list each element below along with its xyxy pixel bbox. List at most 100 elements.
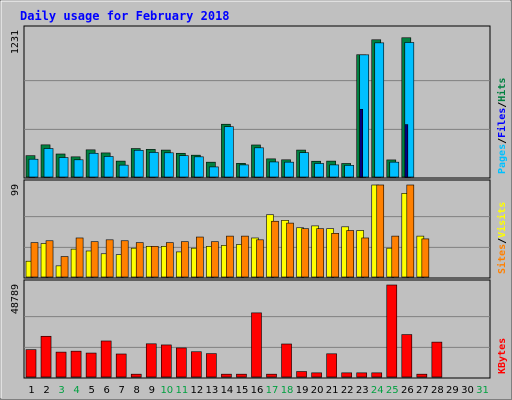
bar-sites <box>361 237 370 278</box>
x-tick-label: 27 <box>416 385 429 396</box>
bar-kbytes <box>266 373 277 378</box>
bar-kbytes <box>145 343 157 378</box>
bar-sites <box>150 246 159 278</box>
bar-sites <box>346 230 354 278</box>
legend-entry: / <box>497 238 508 244</box>
bar-files <box>299 152 309 178</box>
legend-middle: Sites/Visits <box>496 202 508 274</box>
bar-files <box>344 165 354 178</box>
bar-kbytes <box>160 344 172 378</box>
x-tick-label: 3 <box>58 385 64 396</box>
x-tick-label: 13 <box>206 385 219 396</box>
legend-entry: KBytes <box>497 338 508 374</box>
bar-kbytes <box>115 353 127 378</box>
chart-title: Daily usage for February 2018 <box>20 9 230 23</box>
bar-kbytes <box>296 371 307 378</box>
legend-top: Pages/Files/Hits <box>496 78 508 174</box>
x-tick-label: 21 <box>326 385 339 396</box>
bar-files <box>284 161 294 178</box>
bar-files <box>88 152 99 178</box>
bar-sites <box>286 222 294 278</box>
bar-files <box>389 161 400 178</box>
bar-sites <box>135 242 144 278</box>
x-tick-label: 12 <box>191 385 204 396</box>
bar-sites <box>256 239 264 278</box>
bar-files <box>404 42 415 178</box>
bar-kbytes <box>326 353 337 378</box>
bar-sites <box>406 184 415 278</box>
x-tick-label: 7 <box>119 385 125 396</box>
bar-kbytes <box>176 347 187 378</box>
x-tick-label: 15 <box>236 385 249 396</box>
x-tick-label: 25 <box>386 385 399 396</box>
bar-pages <box>359 108 364 178</box>
bar-sites <box>90 241 99 278</box>
bar-kbytes <box>431 341 443 378</box>
svg-text:Sites/Visits: Sites/Visits <box>496 202 508 274</box>
bar-kbytes <box>55 351 67 378</box>
y-max-label-middle: 99 <box>10 184 21 196</box>
bar-kbytes <box>236 373 247 378</box>
bar-sites <box>331 233 339 278</box>
bar-files <box>224 126 234 178</box>
bar-files <box>329 164 339 178</box>
legend-entry: / <box>497 138 508 144</box>
bar-sites <box>60 256 69 278</box>
bar-sites <box>75 237 84 278</box>
bar-kbytes <box>206 353 217 378</box>
bar-kbytes <box>85 352 97 378</box>
bar-kbytes <box>40 335 52 378</box>
bar-sites <box>421 238 430 278</box>
bar-kbytes <box>70 350 82 378</box>
x-tick-label: 22 <box>341 385 354 396</box>
bar-files <box>194 156 204 178</box>
x-tick-label: 8 <box>134 385 140 396</box>
bar-kbytes <box>130 373 142 378</box>
bar-sites <box>196 236 204 278</box>
bar-files <box>374 42 385 178</box>
bar-sites <box>45 240 54 278</box>
bar-files <box>314 163 324 178</box>
x-tick-label: 14 <box>221 385 234 396</box>
x-axis-labels: 1 2 3 4 5 6 7 8 9 10 11 12 13 14 15 16 17 18 19 20 21 22 23 24 2… <box>28 385 489 396</box>
bar-sites <box>241 235 249 278</box>
legend-entry: Visits <box>496 202 508 238</box>
x-tick-label: 10 <box>160 385 173 396</box>
x-tick-label: 29 <box>446 385 459 396</box>
bar-files <box>103 156 114 178</box>
legend-bottom: KBytes <box>497 338 508 374</box>
bar-kbytes <box>281 343 292 378</box>
x-tick-label: 1 <box>28 385 34 396</box>
bar-files <box>179 155 189 178</box>
bar-files <box>209 166 219 178</box>
bar-files <box>73 159 84 178</box>
x-tick-label: 4 <box>73 385 79 396</box>
x-tick-label: 9 <box>149 385 155 396</box>
bar-files <box>43 148 54 178</box>
bar-sites <box>165 242 174 278</box>
bar-sites <box>316 228 324 278</box>
svg-text:KBytes: KBytes <box>497 338 508 374</box>
bar-kbytes <box>311 372 322 378</box>
bar-kbytes <box>251 312 262 378</box>
x-tick-label: 11 <box>175 385 188 396</box>
bar-files <box>133 150 144 178</box>
panel-middle: 99 Sites/Visits <box>10 179 508 279</box>
bar-kbytes <box>356 372 368 378</box>
x-tick-label: 2 <box>43 385 49 396</box>
bar-sites <box>120 240 129 278</box>
bar-sites <box>105 239 114 278</box>
x-tick-label: 16 <box>251 385 264 396</box>
x-tick-label: 18 <box>281 385 294 396</box>
x-tick-label: 28 <box>431 385 444 396</box>
bar-files <box>239 164 249 178</box>
bar-kbytes <box>100 340 112 378</box>
bar-kbytes <box>191 351 202 378</box>
legend-entry: Files <box>496 108 508 138</box>
x-tick-label: 31 <box>476 385 489 396</box>
bar-sites <box>181 241 189 278</box>
bar-pages <box>404 124 409 178</box>
bar-kbytes <box>401 334 413 378</box>
bar-files <box>269 161 279 178</box>
legend-entry: Sites <box>496 244 508 274</box>
